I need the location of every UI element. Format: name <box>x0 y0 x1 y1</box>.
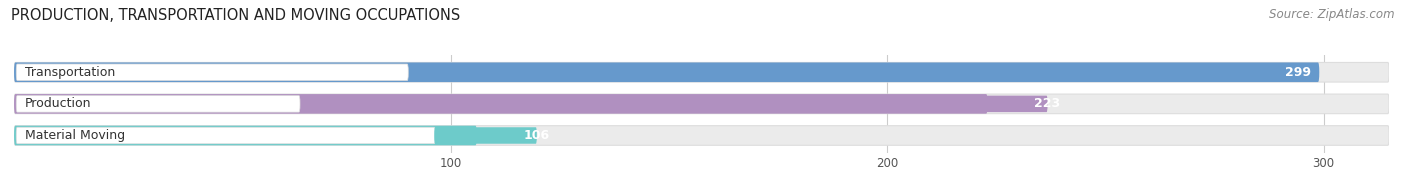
FancyBboxPatch shape <box>14 94 987 114</box>
Text: PRODUCTION, TRANSPORTATION AND MOVING OCCUPATIONS: PRODUCTION, TRANSPORTATION AND MOVING OC… <box>11 8 461 23</box>
FancyBboxPatch shape <box>14 63 1319 82</box>
Text: Transportation: Transportation <box>25 66 115 79</box>
Text: Material Moving: Material Moving <box>25 129 125 142</box>
Text: 106: 106 <box>524 129 550 142</box>
Text: Production: Production <box>25 97 91 110</box>
FancyBboxPatch shape <box>14 94 1389 114</box>
FancyBboxPatch shape <box>17 96 299 112</box>
FancyBboxPatch shape <box>14 126 1389 145</box>
FancyBboxPatch shape <box>14 126 477 145</box>
FancyBboxPatch shape <box>945 96 1047 112</box>
Text: Source: ZipAtlas.com: Source: ZipAtlas.com <box>1270 8 1395 21</box>
FancyBboxPatch shape <box>434 127 537 144</box>
Text: 299: 299 <box>1285 66 1310 79</box>
FancyBboxPatch shape <box>17 64 408 81</box>
FancyBboxPatch shape <box>14 63 1389 82</box>
Text: 223: 223 <box>1035 97 1060 110</box>
FancyBboxPatch shape <box>17 127 436 144</box>
